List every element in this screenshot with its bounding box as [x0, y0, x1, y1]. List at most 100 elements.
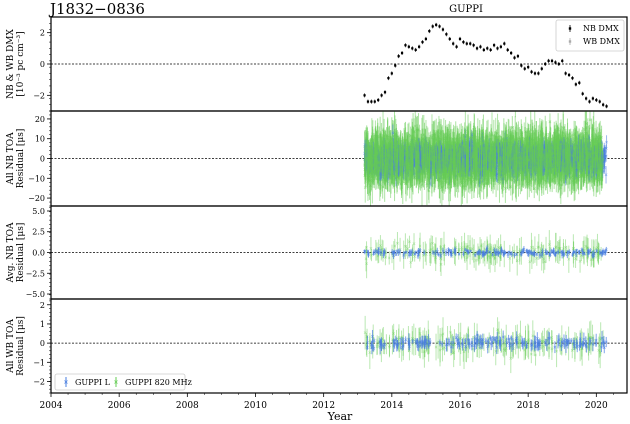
panel-2: −20 −10 0 10 20 All NB TOA Residual [μs]: [6, 110, 628, 207]
legend-dmx: NB DMX WB DMX: [555, 19, 625, 52]
y-tick-label: 1: [40, 320, 45, 329]
y-tick-label: 0: [40, 155, 45, 164]
nb-dmx-point: [564, 72, 567, 75]
nb-dmx-point: [397, 55, 400, 58]
legend-entry: WB DMX: [583, 37, 620, 46]
panel-4: −2 −1 0 1 2 All WB TOA Residual [μs] 2004 2006 20…: [6, 298, 628, 411]
nb-dmx-point: [489, 48, 492, 51]
nb-dmx-point: [482, 48, 485, 51]
nb-dmx-point: [469, 42, 472, 45]
nb-dmx-point: [472, 44, 475, 47]
panel-1: −2 0 2 NB & WB DMX [10⁻³ pc cm⁻³]: [6, 16, 628, 112]
nb-dmx-point: [537, 72, 540, 75]
nb-dmx-point: [441, 28, 445, 31]
nb-dmx-point: [428, 30, 431, 33]
nb-dmx-point: [411, 47, 414, 50]
nb-dmx-point: [513, 56, 516, 59]
nb-dmx-point: [523, 67, 526, 70]
nb-dmx-point: [499, 45, 502, 48]
nb-dmx-point: [394, 64, 397, 67]
y-tick-label: 0: [40, 339, 45, 348]
nb-dmx-point: [414, 48, 417, 51]
y-tick-label: 2.5: [32, 228, 45, 237]
y-tick-label: −10: [28, 174, 45, 183]
x-tick-label: 2012: [312, 401, 335, 411]
nb-dmx-point: [506, 48, 509, 51]
x-tick-label: 2010: [244, 401, 267, 411]
panel-3: −5.0 −2.5 0.0 2.5 5.0 Avg. NB TOA Residual [μs…: [6, 205, 628, 300]
nb-dmx-point: [547, 59, 550, 62]
x-tick-label: 2014: [380, 401, 403, 411]
y-axis-label: All NB TOA: [6, 132, 16, 186]
nb-dmx-point: [377, 98, 380, 102]
nb-dmx-point: [557, 62, 560, 66]
nb-dmx-point: [486, 47, 489, 50]
nb-dmx-point: [492, 44, 496, 47]
y-axis-label: Residual [μs]: [16, 129, 26, 189]
nb-dmx-point: [595, 98, 598, 102]
nb-dmx-point: [571, 77, 574, 80]
legend-entry: GUPPI L: [75, 378, 111, 387]
nb-dmx-point: [561, 59, 564, 62]
y-axis-label: All WB TOA: [6, 319, 16, 374]
nb-dmx-point: [527, 66, 530, 69]
x-tick-label: 2008: [176, 401, 199, 411]
y-tick-label: −2: [33, 377, 45, 386]
nb-dmx-point: [424, 37, 428, 41]
y-tick-label: −20: [28, 194, 45, 203]
nb-dmx-point: [591, 97, 595, 100]
nb-dmx-point: [605, 105, 608, 108]
legend-backends: GUPPI L GUPPI 820 MHz: [54, 373, 192, 391]
y-tick-label: 2: [40, 301, 45, 310]
nb-dmx-point: [438, 25, 441, 28]
nb-dmx-point: [510, 51, 513, 55]
y-axis-label: Residual [μs]: [16, 316, 26, 376]
nb-dmx-point: [567, 73, 571, 77]
nb-dmx-point: [455, 45, 458, 48]
nb-dmx-point: [516, 55, 520, 58]
y-tick-label: 0: [40, 60, 45, 69]
y-tick-label: 5.0: [32, 207, 45, 216]
nb-dmx-point: [400, 51, 404, 55]
x-axis-label: Year: [327, 410, 353, 423]
y-tick-label: 0.0: [32, 249, 45, 258]
nb-dmx-point: [404, 44, 407, 47]
nb-dmx-point: [431, 25, 434, 28]
nb-dmx-point: [475, 47, 479, 50]
nb-dmx-point: [390, 72, 393, 75]
nb-dmx-point: [598, 100, 601, 103]
nb-dmx-point: [550, 59, 554, 62]
nb-dmx-point: [465, 42, 468, 45]
nb-dmx-point: [380, 94, 383, 97]
x-tick-label: 2004: [40, 401, 63, 411]
nb-dmx-point: [462, 40, 465, 44]
y-tick-label: 20: [35, 115, 45, 124]
nb-dmx-point: [445, 33, 448, 36]
x-tick-label: 2016: [449, 401, 472, 411]
nb-dmx-point: [479, 45, 482, 48]
nb-dmx-point: [370, 100, 373, 103]
nb-dmx-point: [585, 97, 588, 100]
nb-dmx-point: [435, 23, 438, 26]
nb-dmx-point: [383, 91, 387, 94]
nb-dmx-point: [530, 70, 533, 73]
y-tick-label: −2.5: [26, 269, 45, 278]
nb-dmx-point: [578, 81, 581, 84]
x-tick-label: 2018: [517, 401, 540, 411]
nb-dmx-point: [366, 100, 370, 103]
nb-dmx-point: [574, 83, 577, 86]
y-axis-label: NB & WB DMX: [6, 29, 16, 99]
nb-dmx-point: [581, 92, 584, 95]
legend-entry: NB DMX: [583, 24, 619, 33]
nb-dmx-point: [421, 40, 424, 44]
y-tick-label: 10: [35, 135, 45, 144]
nb-dmx-point: [520, 64, 523, 67]
backend-title: GUPPI: [449, 4, 483, 15]
nb-dmx-point: [544, 62, 547, 66]
pulsar-title: J1832−0836: [48, 0, 145, 18]
nb-dmx-point: [602, 103, 605, 106]
legend-entry: GUPPI 820 MHz: [125, 378, 192, 387]
nb-dmx-point: [588, 100, 591, 103]
